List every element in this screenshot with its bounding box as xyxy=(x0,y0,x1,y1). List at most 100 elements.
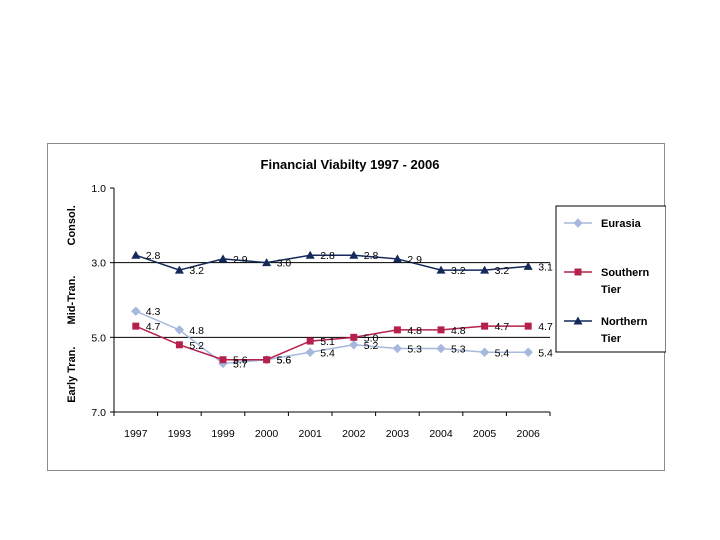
legend-marker xyxy=(573,316,583,325)
legend-item: Southern Tier xyxy=(564,267,650,296)
x-tick-label: 2002 xyxy=(342,428,366,440)
data-label: 2.8 xyxy=(320,250,335,262)
series-line xyxy=(135,254,529,271)
data-point xyxy=(481,322,489,330)
chart-title: Financial Viabilty 1997 - 2006 xyxy=(261,157,440,172)
series-line xyxy=(135,310,529,365)
legend-marker xyxy=(573,218,583,228)
legend-label: Eurasia xyxy=(601,218,642,230)
data-label: 5.2 xyxy=(189,340,204,352)
data-label: 2.8 xyxy=(146,250,161,262)
data-label: 3.2 xyxy=(451,265,466,277)
y-tick-label: 5.0 xyxy=(91,332,106,344)
y-band-label: Consol. xyxy=(66,205,78,245)
x-tick-label: 2000 xyxy=(255,428,279,440)
data-point xyxy=(131,250,141,259)
y-band-labels: Consol. Mid-Tran. Early Tran. xyxy=(66,205,78,403)
data-label: 5.4 xyxy=(320,347,335,359)
x-tick-label: 2004 xyxy=(429,428,453,440)
data-label: 5.4 xyxy=(495,347,510,359)
data-label: 5.0 xyxy=(364,332,379,344)
y-tick-label: 3.0 xyxy=(91,258,106,270)
data-label: 5.6 xyxy=(277,355,292,367)
x-tick-label: 1993 xyxy=(168,428,192,440)
data-point xyxy=(350,333,358,341)
data-label: 5.3 xyxy=(407,344,422,356)
data-label: 3.2 xyxy=(495,265,510,277)
data-point xyxy=(306,337,314,345)
data-label: 4.8 xyxy=(451,325,466,337)
legend-label: Tier xyxy=(601,284,622,296)
data-point xyxy=(480,265,490,274)
legend: Eurasia Southern Tier Northern Tier xyxy=(555,205,666,353)
data-point xyxy=(393,326,401,334)
data-point xyxy=(392,343,403,354)
data-point xyxy=(174,265,184,274)
data-label: 3.2 xyxy=(189,265,204,277)
data-point xyxy=(436,265,446,274)
data-point xyxy=(263,356,271,364)
data-point xyxy=(262,258,272,267)
data-point xyxy=(523,261,533,270)
data-point xyxy=(218,254,228,263)
data-label: 2.9 xyxy=(407,254,422,266)
x-tick-label: 2001 xyxy=(299,428,323,440)
data-label: 2.8 xyxy=(364,250,379,262)
data-label: 5.2 xyxy=(364,340,379,352)
data-label: 3.0 xyxy=(277,258,292,270)
data-point xyxy=(523,347,533,357)
data-label: 5.7 xyxy=(233,358,248,370)
data-label: 5.4 xyxy=(538,347,553,359)
data-point xyxy=(131,306,141,316)
x-tick-label: 2006 xyxy=(517,428,541,440)
legend-label: Northern xyxy=(601,316,648,328)
data-point xyxy=(524,322,532,330)
y-band-label: Mid-Tran. xyxy=(66,276,78,325)
data-label: 4.7 xyxy=(538,321,553,333)
series-layer: 4.34.85.7 5.65.45.2 5.3 5.3 5.4 5.44.75.25.6 5… xyxy=(131,250,553,370)
y-tick-label: 1.0 xyxy=(91,183,106,195)
data-point xyxy=(392,254,402,263)
data-point xyxy=(174,325,185,335)
data-label: 5.1 xyxy=(320,336,335,348)
chart: Financial Viabilty 1997 - 2006 1.0 3.0 5.0… xyxy=(66,157,666,440)
data-point xyxy=(305,347,315,357)
data-label: 4.7 xyxy=(495,321,510,333)
data-point xyxy=(132,322,140,330)
x-tick-label: 1997 xyxy=(124,428,148,440)
data-point xyxy=(349,340,359,350)
data-label: 4.8 xyxy=(189,325,204,337)
data-label: 5.6 xyxy=(277,355,292,367)
y-tick-label: 7.0 xyxy=(91,407,106,419)
data-label: 5.6 xyxy=(233,355,248,367)
legend-item: Northern Tier xyxy=(564,316,648,345)
data-point xyxy=(436,343,446,354)
data-point xyxy=(349,250,359,259)
data-label: 5.3 xyxy=(451,344,466,356)
series-eurasia: 4.34.85.7 5.65.45.2 5.3 5.3 5.4 5.4 xyxy=(131,306,553,370)
x-tick-label: 2005 xyxy=(473,428,497,440)
data-point xyxy=(305,250,315,259)
data-label: 2.9 xyxy=(233,254,248,266)
x-tick-label: 2003 xyxy=(386,428,410,440)
data-label: 3.1 xyxy=(538,261,553,273)
data-point xyxy=(437,326,445,334)
data-point xyxy=(219,356,227,364)
series-line xyxy=(135,325,529,361)
legend-item: Eurasia xyxy=(564,218,642,230)
series-northern-tier: 2.8 3.2 2.9 3.0 2.8 2.8 2.9 3.2 3.2 3.1 xyxy=(131,250,553,277)
data-label: 4.7 xyxy=(146,321,161,333)
legend-label: Tier xyxy=(601,333,622,345)
data-label: 4.3 xyxy=(146,306,161,318)
data-label: 4.8 xyxy=(407,325,422,337)
axes: 1.0 3.0 5.0 7.0 1997 1993 1999 2000 2001 2002 2003… xyxy=(91,183,551,440)
legend-label: Southern xyxy=(601,267,650,279)
series-southern-tier: 4.7 5.2 5.6 5.6 5.1 5.0 4.8 4.8 4.7 4.7 xyxy=(132,321,553,367)
chart-frame: Financial Viabilty 1997 - 2006 1.0 3.0 5.0… xyxy=(47,143,666,471)
x-tick-label: 1999 xyxy=(211,428,235,440)
legend-box xyxy=(555,205,666,353)
legend-marker xyxy=(574,268,582,276)
data-point xyxy=(175,341,183,349)
y-band-label: Early Tran. xyxy=(66,347,78,403)
data-point xyxy=(479,347,490,357)
